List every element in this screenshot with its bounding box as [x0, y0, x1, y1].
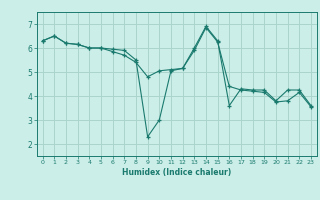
- X-axis label: Humidex (Indice chaleur): Humidex (Indice chaleur): [122, 168, 231, 177]
